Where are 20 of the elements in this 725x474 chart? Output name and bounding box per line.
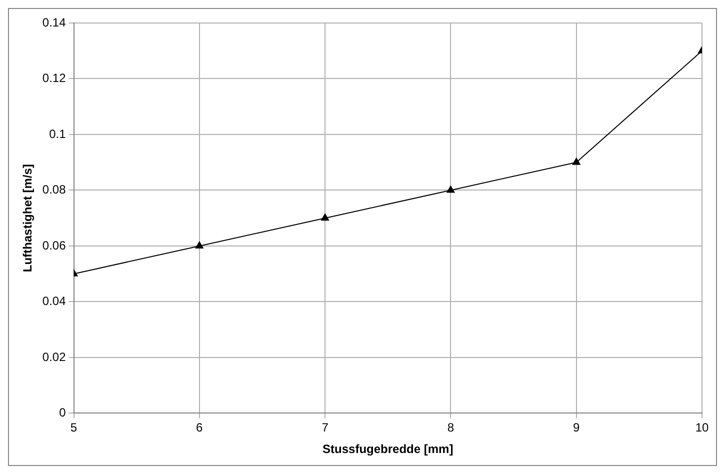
x-tick-label: 10 (695, 420, 709, 435)
point (572, 158, 580, 165)
y-tick-label: 0.08 (42, 182, 66, 197)
x-tick-label: 9 (573, 420, 580, 435)
x-tick-label: 7 (322, 420, 329, 435)
x-tick-label: 5 (70, 420, 78, 435)
y-tick-label: 0.1 (49, 126, 66, 141)
x-tick-label: 6 (196, 420, 204, 435)
x-tick-label: 8 (447, 420, 454, 435)
y-tick-label: 0 (59, 406, 66, 420)
point (446, 186, 455, 193)
y-tick-label: 0.02 (42, 350, 66, 364)
y-tick-label: 0.14 (42, 15, 66, 30)
point (195, 241, 204, 248)
x-axis-title: Stussfugebredde [mm] (322, 442, 454, 456)
y-tick-label: 0.06 (42, 238, 66, 252)
point (321, 214, 330, 221)
y-tick-label: 0.12 (42, 71, 66, 86)
y-tick-label: 0.04 (42, 294, 66, 308)
y-axis-title: Lufthastighet [m/s] (20, 164, 35, 272)
